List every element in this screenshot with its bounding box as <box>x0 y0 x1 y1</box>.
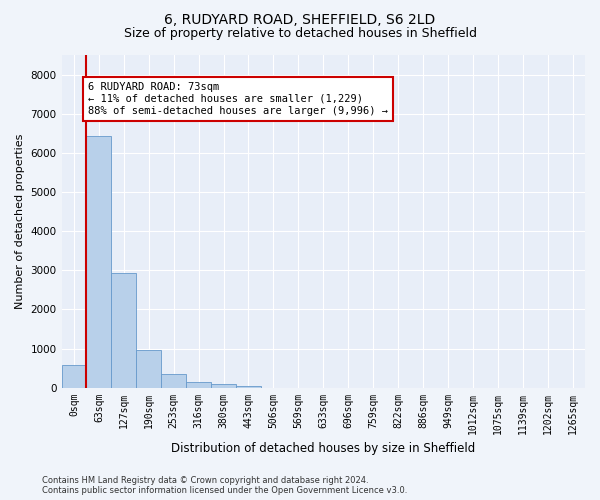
Bar <box>186 382 211 388</box>
Text: 6, RUDYARD ROAD, SHEFFIELD, S6 2LD: 6, RUDYARD ROAD, SHEFFIELD, S6 2LD <box>164 12 436 26</box>
Bar <box>112 274 136 388</box>
Text: Size of property relative to detached houses in Sheffield: Size of property relative to detached ho… <box>124 28 476 40</box>
Bar <box>211 384 236 388</box>
Bar <box>62 365 86 388</box>
Bar <box>136 350 161 388</box>
Text: Contains public sector information licensed under the Open Government Licence v3: Contains public sector information licen… <box>42 486 407 495</box>
Text: 6 RUDYARD ROAD: 73sqm
← 11% of detached houses are smaller (1,229)
88% of semi-d: 6 RUDYARD ROAD: 73sqm ← 11% of detached … <box>88 82 388 116</box>
Bar <box>236 386 261 388</box>
Bar <box>86 136 112 388</box>
Text: Contains HM Land Registry data © Crown copyright and database right 2024.: Contains HM Land Registry data © Crown c… <box>42 476 368 485</box>
Bar <box>161 374 186 388</box>
X-axis label: Distribution of detached houses by size in Sheffield: Distribution of detached houses by size … <box>171 442 475 455</box>
Y-axis label: Number of detached properties: Number of detached properties <box>15 134 25 309</box>
